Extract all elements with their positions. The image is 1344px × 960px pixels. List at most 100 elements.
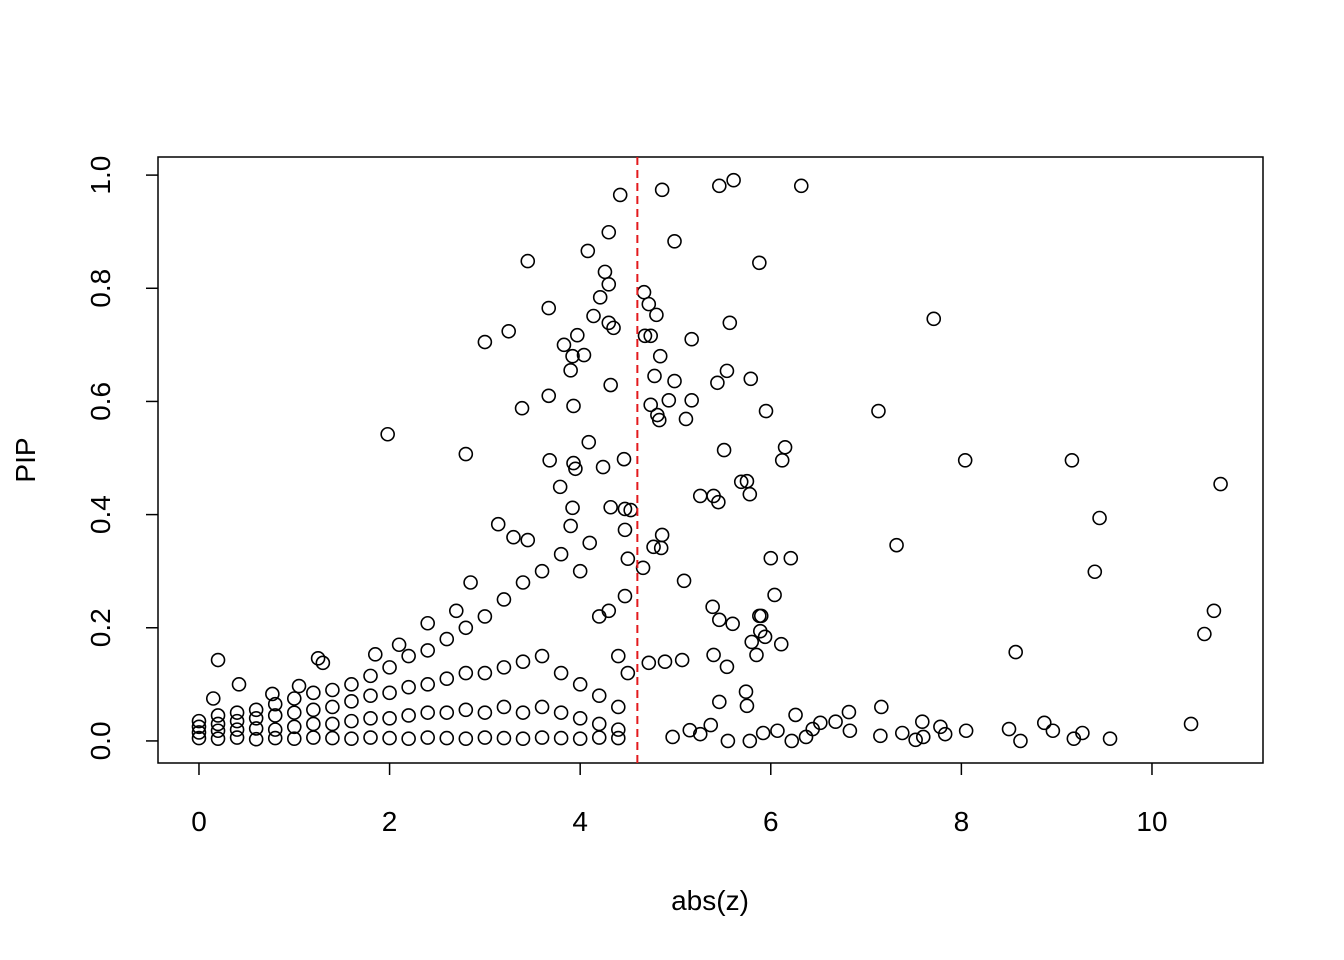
point <box>565 500 580 516</box>
point <box>401 648 416 664</box>
point <box>603 499 618 515</box>
point <box>706 647 721 663</box>
point <box>657 654 673 670</box>
x-tick-label: 2 <box>382 806 398 837</box>
point <box>191 725 207 740</box>
point <box>873 728 888 744</box>
point <box>501 323 517 339</box>
point <box>363 710 378 726</box>
point <box>210 723 226 739</box>
point <box>753 608 769 624</box>
point <box>798 729 814 745</box>
point <box>1102 731 1118 746</box>
point <box>651 412 667 428</box>
point <box>306 685 321 701</box>
point <box>601 277 617 292</box>
point <box>1001 721 1017 737</box>
point <box>610 722 626 737</box>
point <box>210 652 226 668</box>
point <box>267 696 283 712</box>
point <box>210 731 226 746</box>
point <box>565 348 580 364</box>
y-tick-label: 1.0 <box>85 156 116 195</box>
point <box>610 730 626 746</box>
plot-frame <box>157 156 1264 764</box>
point <box>1008 644 1023 660</box>
point <box>1197 626 1212 642</box>
x-tick-label: 0 <box>191 806 207 837</box>
point <box>515 705 531 720</box>
point <box>458 731 474 746</box>
point <box>382 710 397 726</box>
point <box>1213 476 1228 492</box>
point <box>770 723 785 739</box>
point <box>420 677 435 692</box>
point <box>743 371 759 387</box>
y-tick-label: 0.0 <box>85 721 116 760</box>
point <box>874 699 889 715</box>
point <box>363 668 378 684</box>
point <box>581 434 597 450</box>
point <box>286 731 302 746</box>
point <box>958 723 974 739</box>
point <box>541 300 557 316</box>
point <box>1183 716 1199 732</box>
point <box>591 730 607 745</box>
point <box>568 461 583 477</box>
point <box>572 563 588 579</box>
point <box>678 411 694 427</box>
point <box>306 716 321 732</box>
point <box>926 311 942 327</box>
point <box>439 705 455 720</box>
x-tick-label: 4 <box>572 806 588 837</box>
point <box>515 654 531 670</box>
point <box>506 529 521 545</box>
point <box>720 733 736 749</box>
point <box>647 368 662 384</box>
point <box>496 730 512 746</box>
point <box>643 328 658 344</box>
point <box>674 652 690 668</box>
point <box>606 320 621 336</box>
y-axis-label: PIP <box>10 437 41 482</box>
point <box>758 403 774 419</box>
point <box>191 713 207 729</box>
point <box>306 730 321 745</box>
point <box>448 603 464 619</box>
point <box>649 307 664 323</box>
point <box>616 451 632 467</box>
point <box>712 612 727 628</box>
point <box>763 550 779 566</box>
point <box>1064 452 1080 468</box>
point <box>620 551 636 567</box>
point <box>401 708 416 723</box>
point <box>726 172 741 188</box>
point <box>733 474 749 490</box>
point <box>534 730 550 745</box>
point <box>367 647 383 662</box>
point <box>325 730 340 746</box>
point <box>716 442 732 458</box>
point <box>439 631 455 647</box>
y-tick-label: 0.4 <box>85 495 116 534</box>
point <box>541 388 557 404</box>
point <box>684 393 699 408</box>
point <box>665 729 680 745</box>
point <box>463 575 478 590</box>
point <box>617 501 633 517</box>
point <box>477 334 493 350</box>
point <box>553 546 569 562</box>
point <box>401 679 416 695</box>
point <box>267 730 283 746</box>
point <box>534 563 550 579</box>
point <box>703 717 719 733</box>
point <box>894 725 910 741</box>
point <box>661 393 677 408</box>
point <box>757 629 773 645</box>
point <box>566 398 581 414</box>
point <box>738 684 754 700</box>
point <box>586 308 601 324</box>
point <box>682 722 698 738</box>
point <box>229 730 245 745</box>
point <box>572 677 588 692</box>
